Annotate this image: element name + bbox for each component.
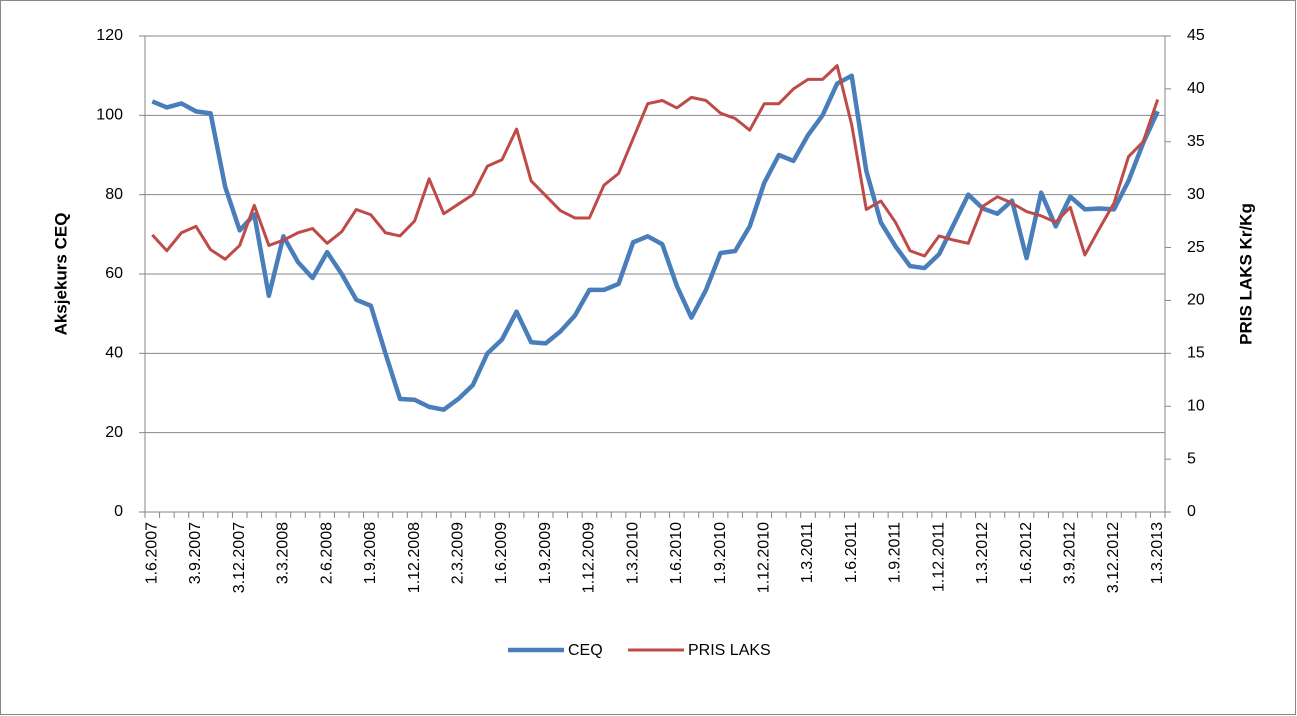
- series-line: [151, 73, 1160, 412]
- series-line: [151, 64, 1160, 261]
- x-tick-label: 1.6.2010: [668, 522, 685, 584]
- x-tick-label: 1.9.2009: [537, 522, 554, 584]
- y-tick-label: 40: [105, 345, 123, 362]
- x-tick-label: 3.9.2012: [1062, 522, 1079, 584]
- y-tick-label: 120: [96, 27, 123, 44]
- x-tick-label: 3.12.2007: [231, 522, 248, 593]
- x-tick-label: 3.9.2007: [187, 522, 204, 584]
- y-axis-title: Aksjekurs CEQ: [51, 213, 70, 336]
- y2-axis-title: PRIS LAKS Kr/Kg: [1236, 203, 1255, 345]
- x-tick-label: 1.12.2010: [756, 522, 773, 593]
- x-tick-label: 1.12.2009: [581, 522, 598, 593]
- x-tick-label: 1.3.2012: [974, 522, 991, 584]
- x-tick-label: 1.9.2011: [887, 522, 904, 583]
- y2-tick-label: 10: [1187, 397, 1205, 414]
- y2-tick-label: 25: [1187, 239, 1205, 256]
- x-tick-label: 1.6.2007: [144, 522, 161, 584]
- y-tick-label: 0: [114, 503, 123, 520]
- y2-tick-label: 0: [1187, 503, 1196, 520]
- y2-tick-label: 30: [1187, 186, 1205, 203]
- y-tick-label: 60: [105, 265, 123, 282]
- x-tick-label: 3.12.2012: [1105, 522, 1122, 593]
- x-tick-label: 1.9.2008: [362, 522, 379, 584]
- y2-tick-label: 5: [1187, 450, 1196, 467]
- x-tick-label: 1.3.2010: [624, 522, 641, 584]
- x-tick-label: 1.9.2010: [712, 522, 729, 584]
- x-tick-label: 1.12.2011: [930, 522, 947, 592]
- y-tick-label: 80: [105, 186, 123, 203]
- legend-label: PRIS LAKS: [688, 642, 771, 659]
- y2-tick-label: 40: [1187, 80, 1205, 97]
- x-tick-label: 1.3.2011: [799, 522, 816, 583]
- legend-label: CEQ: [568, 642, 603, 659]
- y2-tick-label: 45: [1187, 27, 1205, 44]
- y2-tick-label: 20: [1187, 292, 1205, 309]
- y-tick-label: 100: [96, 107, 123, 124]
- x-tick-label: 1.6.2009: [493, 522, 510, 584]
- x-tick-label: 1.6.2011: [843, 522, 860, 583]
- x-tick-label: 1.12.2008: [406, 522, 423, 593]
- y2-tick-label: 15: [1187, 345, 1205, 362]
- x-tick-label: 2.6.2008: [318, 522, 335, 584]
- x-tick-label: 1.6.2012: [1018, 522, 1035, 584]
- y2-tick-label: 35: [1187, 133, 1205, 150]
- y-tick-label: 20: [105, 424, 123, 441]
- x-tick-label: 1.3.2013: [1149, 522, 1166, 584]
- x-tick-label: 2.3.2009: [450, 522, 467, 584]
- x-tick-label: 3.3.2008: [275, 522, 292, 584]
